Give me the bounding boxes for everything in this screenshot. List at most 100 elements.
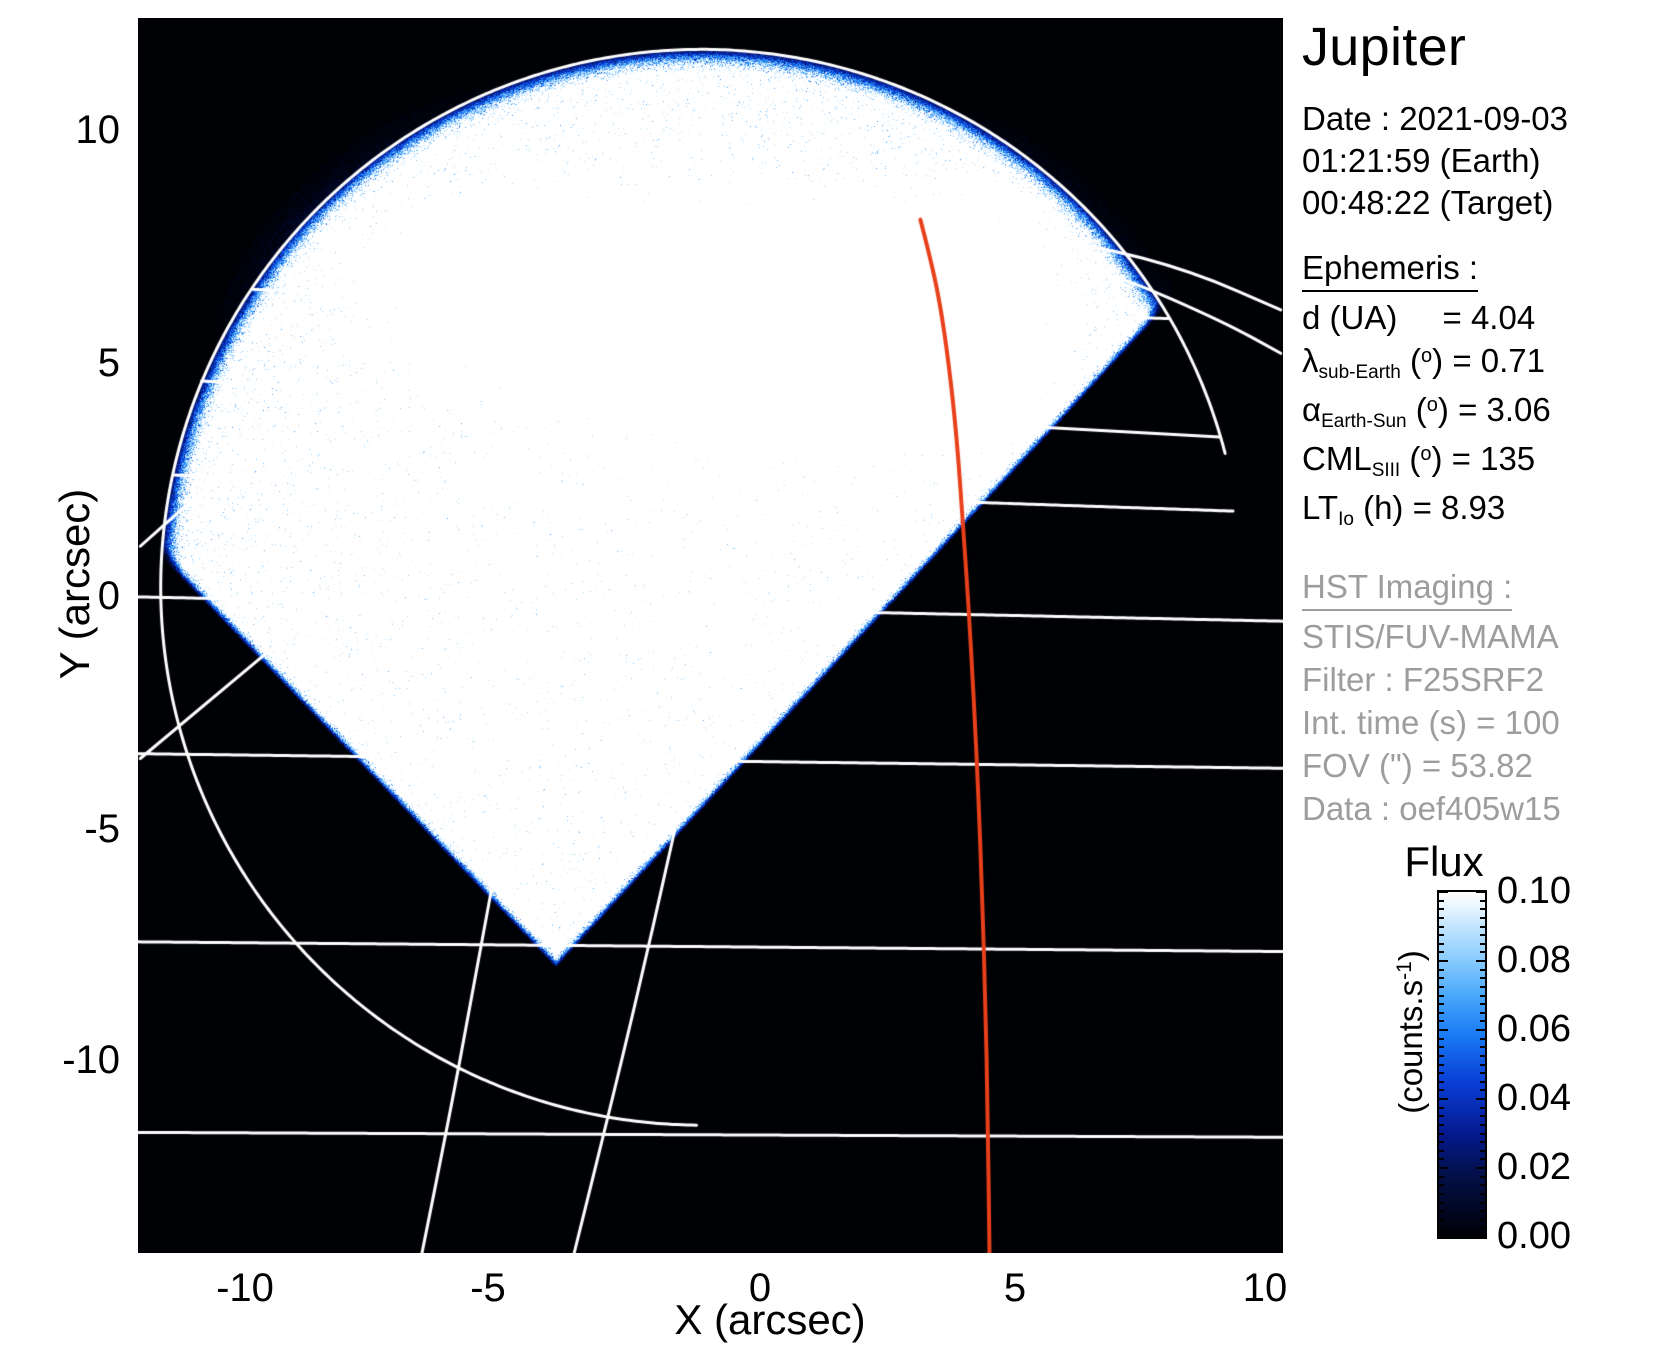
- colorbar-minor-tick: [1439, 1011, 1444, 1014]
- colorbar-minor-tick: [1439, 1210, 1444, 1213]
- colorbar-major-tick: [1476, 1167, 1485, 1169]
- colorbar-minor-tick: [1439, 1046, 1444, 1049]
- colorbar-major-tick: [1476, 960, 1485, 962]
- colorbar-minor-tick: [1480, 1132, 1485, 1135]
- coordinate-grid-overlay: [138, 18, 1283, 1253]
- colorbar-minor-tick: [1439, 1141, 1444, 1144]
- colorbar-minor-tick: [1439, 994, 1444, 997]
- ephemeris-row: λsub-Earth (o) = 0.71: [1302, 342, 1545, 383]
- colorbar-minor-tick: [1480, 1115, 1485, 1118]
- colorbar-minor-tick: [1439, 1063, 1444, 1066]
- colorbar-tick-label: 0.08: [1497, 939, 1571, 981]
- colorbar: Flux (counts.s-1) 0.10 0.08 0.06 0.04 0.02 0.…: [1299, 838, 1676, 1255]
- hst-info-line: Filter : F25SRF2: [1302, 661, 1545, 698]
- colorbar-minor-tick: [1480, 1158, 1485, 1161]
- colorbar-minor-tick: [1480, 1192, 1485, 1195]
- hst-info-line: STIS/FUV-MAMA: [1302, 618, 1559, 655]
- date-line: Date : 2021-09-03: [1302, 100, 1569, 137]
- target-time-line: 00:48:22 (Target): [1302, 184, 1554, 221]
- colorbar-minor-tick: [1480, 916, 1485, 919]
- colorbar-minor-tick: [1439, 1054, 1444, 1057]
- colorbar-minor-tick: [1480, 1123, 1485, 1126]
- ephemeris-row: αEarth-Sun (o) = 3.06: [1302, 391, 1551, 432]
- colorbar-minor-tick: [1480, 1210, 1485, 1213]
- colorbar-minor-tick: [1480, 1089, 1485, 1092]
- colorbar-major-tick: [1476, 1236, 1485, 1238]
- colorbar-minor-tick: [1439, 1158, 1444, 1161]
- colorbar-minor-tick: [1439, 977, 1444, 980]
- colorbar-minor-tick: [1439, 1080, 1444, 1083]
- info-panel: Jupiter Date : 2021-09-03 01:21:59 (Eart…: [1299, 0, 1676, 1367]
- colorbar-gradient: [1437, 890, 1487, 1239]
- colorbar-minor-tick: [1480, 1054, 1485, 1057]
- earth-time-line: 01:21:59 (Earth): [1302, 142, 1541, 179]
- colorbar-minor-tick: [1439, 942, 1444, 945]
- colorbar-minor-tick: [1480, 942, 1485, 945]
- colorbar-minor-tick: [1439, 1106, 1444, 1109]
- colorbar-minor-tick: [1439, 934, 1444, 937]
- colorbar-tick-label: 0.04: [1497, 1077, 1571, 1119]
- colorbar-minor-tick: [1439, 1115, 1444, 1118]
- colorbar-minor-tick: [1480, 1037, 1485, 1040]
- colorbar-minor-tick: [1480, 1218, 1485, 1221]
- y-tick-label: 10: [75, 108, 121, 152]
- colorbar-minor-tick: [1439, 1132, 1444, 1135]
- colorbar-minor-tick: [1439, 1020, 1444, 1023]
- colorbar-minor-tick: [1439, 1003, 1444, 1006]
- colorbar-major-tick: [1439, 1029, 1448, 1031]
- colorbar-minor-tick: [1439, 1227, 1444, 1230]
- image-plot-area: [138, 18, 1283, 1253]
- hst-heading: HST Imaging :: [1302, 567, 1513, 611]
- y-axis-title: Y (arcsec): [51, 488, 98, 680]
- colorbar-minor-tick: [1480, 968, 1485, 971]
- colorbar-minor-tick: [1480, 1106, 1485, 1109]
- colorbar-minor-tick: [1480, 1063, 1485, 1066]
- y-tick-label: -10: [62, 1038, 120, 1082]
- colorbar-minor-tick: [1480, 1046, 1485, 1049]
- colorbar-minor-tick: [1439, 951, 1444, 954]
- colorbar-minor-tick: [1439, 985, 1444, 988]
- colorbar-minor-tick: [1480, 1011, 1485, 1014]
- colorbar-major-tick: [1439, 1098, 1448, 1100]
- colorbar-minor-tick: [1439, 1123, 1444, 1126]
- colorbar-ticks: [1439, 891, 1485, 1238]
- ephemeris-block: Ephemeris : d (UA) = 4.04 λsub-Earth (o) …: [1302, 248, 1676, 535]
- ephemeris-row: d (UA) = 4.04: [1302, 299, 1536, 336]
- colorbar-minor-tick: [1439, 1037, 1444, 1040]
- colorbar-tick-label: 0.00: [1497, 1215, 1571, 1257]
- colorbar-minor-tick: [1480, 908, 1485, 911]
- colorbar-tick-label: 0.06: [1497, 1008, 1571, 1050]
- colorbar-minor-tick: [1480, 1227, 1485, 1230]
- colorbar-minor-tick: [1480, 1175, 1485, 1178]
- ephemeris-heading: Ephemeris :: [1302, 248, 1479, 292]
- x-tick-label: 5: [1003, 1266, 1027, 1310]
- colorbar-minor-tick: [1439, 908, 1444, 911]
- colorbar-minor-tick: [1439, 899, 1444, 902]
- ephemeris-row: CMLSIII (o) = 135: [1302, 440, 1536, 481]
- colorbar-minor-tick: [1439, 1175, 1444, 1178]
- colorbar-minor-tick: [1480, 1201, 1485, 1204]
- colorbar-tick-label: 0.10: [1497, 870, 1571, 912]
- colorbar-minor-tick: [1480, 934, 1485, 937]
- hst-info-line: Int. time (s) = 100: [1302, 704, 1560, 741]
- colorbar-minor-tick: [1480, 977, 1485, 980]
- ephemeris-row: LTIo (h) = 8.93: [1302, 489, 1506, 530]
- hst-rows: STIS/FUV-MAMA Filter : F25SRF2 Int. time (…: [1302, 615, 1676, 830]
- colorbar-major-tick: [1476, 891, 1485, 893]
- colorbar-minor-tick: [1439, 925, 1444, 928]
- colorbar-minor-tick: [1439, 1072, 1444, 1075]
- colorbar-minor-tick: [1480, 925, 1485, 928]
- colorbar-minor-tick: [1439, 916, 1444, 919]
- colorbar-tick-label: 0.02: [1497, 1146, 1571, 1188]
- colorbar-major-tick: [1476, 1029, 1485, 1031]
- y-tick-label: 5: [97, 341, 120, 385]
- hst-imaging-block: HST Imaging : STIS/FUV-MAMA Filter : F25S…: [1302, 567, 1676, 830]
- hst-info-line: Data : oef405w15: [1302, 790, 1561, 827]
- colorbar-major-tick: [1439, 1236, 1448, 1238]
- colorbar-major-tick: [1476, 1098, 1485, 1100]
- colorbar-minor-tick: [1480, 985, 1485, 988]
- colorbar-unit-label: (counts.s-1): [1392, 950, 1429, 1114]
- colorbar-minor-tick: [1480, 1149, 1485, 1152]
- colorbar-title: Flux: [1404, 838, 1484, 885]
- colorbar-minor-tick: [1439, 968, 1444, 971]
